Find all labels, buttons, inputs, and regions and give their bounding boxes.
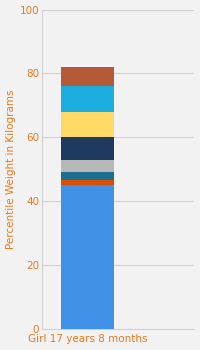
Bar <box>61 112 114 137</box>
Y-axis label: Percentile Weight in Kilograms: Percentile Weight in Kilograms <box>6 90 16 249</box>
Bar <box>61 180 114 185</box>
Bar <box>61 86 114 112</box>
Bar <box>61 173 114 180</box>
Bar <box>61 67 114 86</box>
Bar <box>61 185 114 329</box>
Bar <box>61 137 114 160</box>
Bar <box>61 160 114 173</box>
